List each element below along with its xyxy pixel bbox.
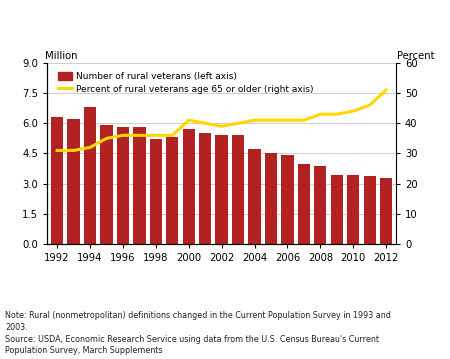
- Bar: [380, 178, 392, 244]
- Bar: [51, 117, 63, 244]
- Bar: [133, 127, 145, 244]
- Bar: [347, 174, 360, 244]
- Bar: [364, 176, 376, 244]
- Bar: [166, 137, 179, 244]
- Bar: [117, 127, 129, 244]
- Bar: [216, 135, 228, 244]
- Bar: [68, 119, 80, 244]
- Bar: [199, 133, 212, 244]
- Text: Note: Rural (nonmetropolitan) definitions changed in the Current Population Surv: Note: Rural (nonmetropolitan) definition…: [5, 311, 391, 355]
- Bar: [314, 165, 327, 244]
- Bar: [100, 125, 112, 244]
- Bar: [265, 154, 277, 244]
- Text: Percent: Percent: [397, 51, 434, 61]
- Bar: [331, 174, 343, 244]
- Text: 1992-2012: 1992-2012: [5, 40, 70, 50]
- Bar: [84, 107, 96, 244]
- Bar: [150, 139, 162, 244]
- Bar: [281, 155, 293, 244]
- Bar: [183, 129, 195, 244]
- Legend: Number of rural veterans (left axis), Percent of rural veterans age 65 or older : Number of rural veterans (left axis), Pe…: [55, 69, 316, 97]
- Bar: [248, 149, 261, 244]
- Text: Million: Million: [45, 51, 77, 61]
- Text: Number of rural veterans and share of rural veterans age 65 and older,: Number of rural veterans and share of ru…: [5, 15, 442, 25]
- Bar: [298, 164, 310, 244]
- Bar: [232, 135, 244, 244]
